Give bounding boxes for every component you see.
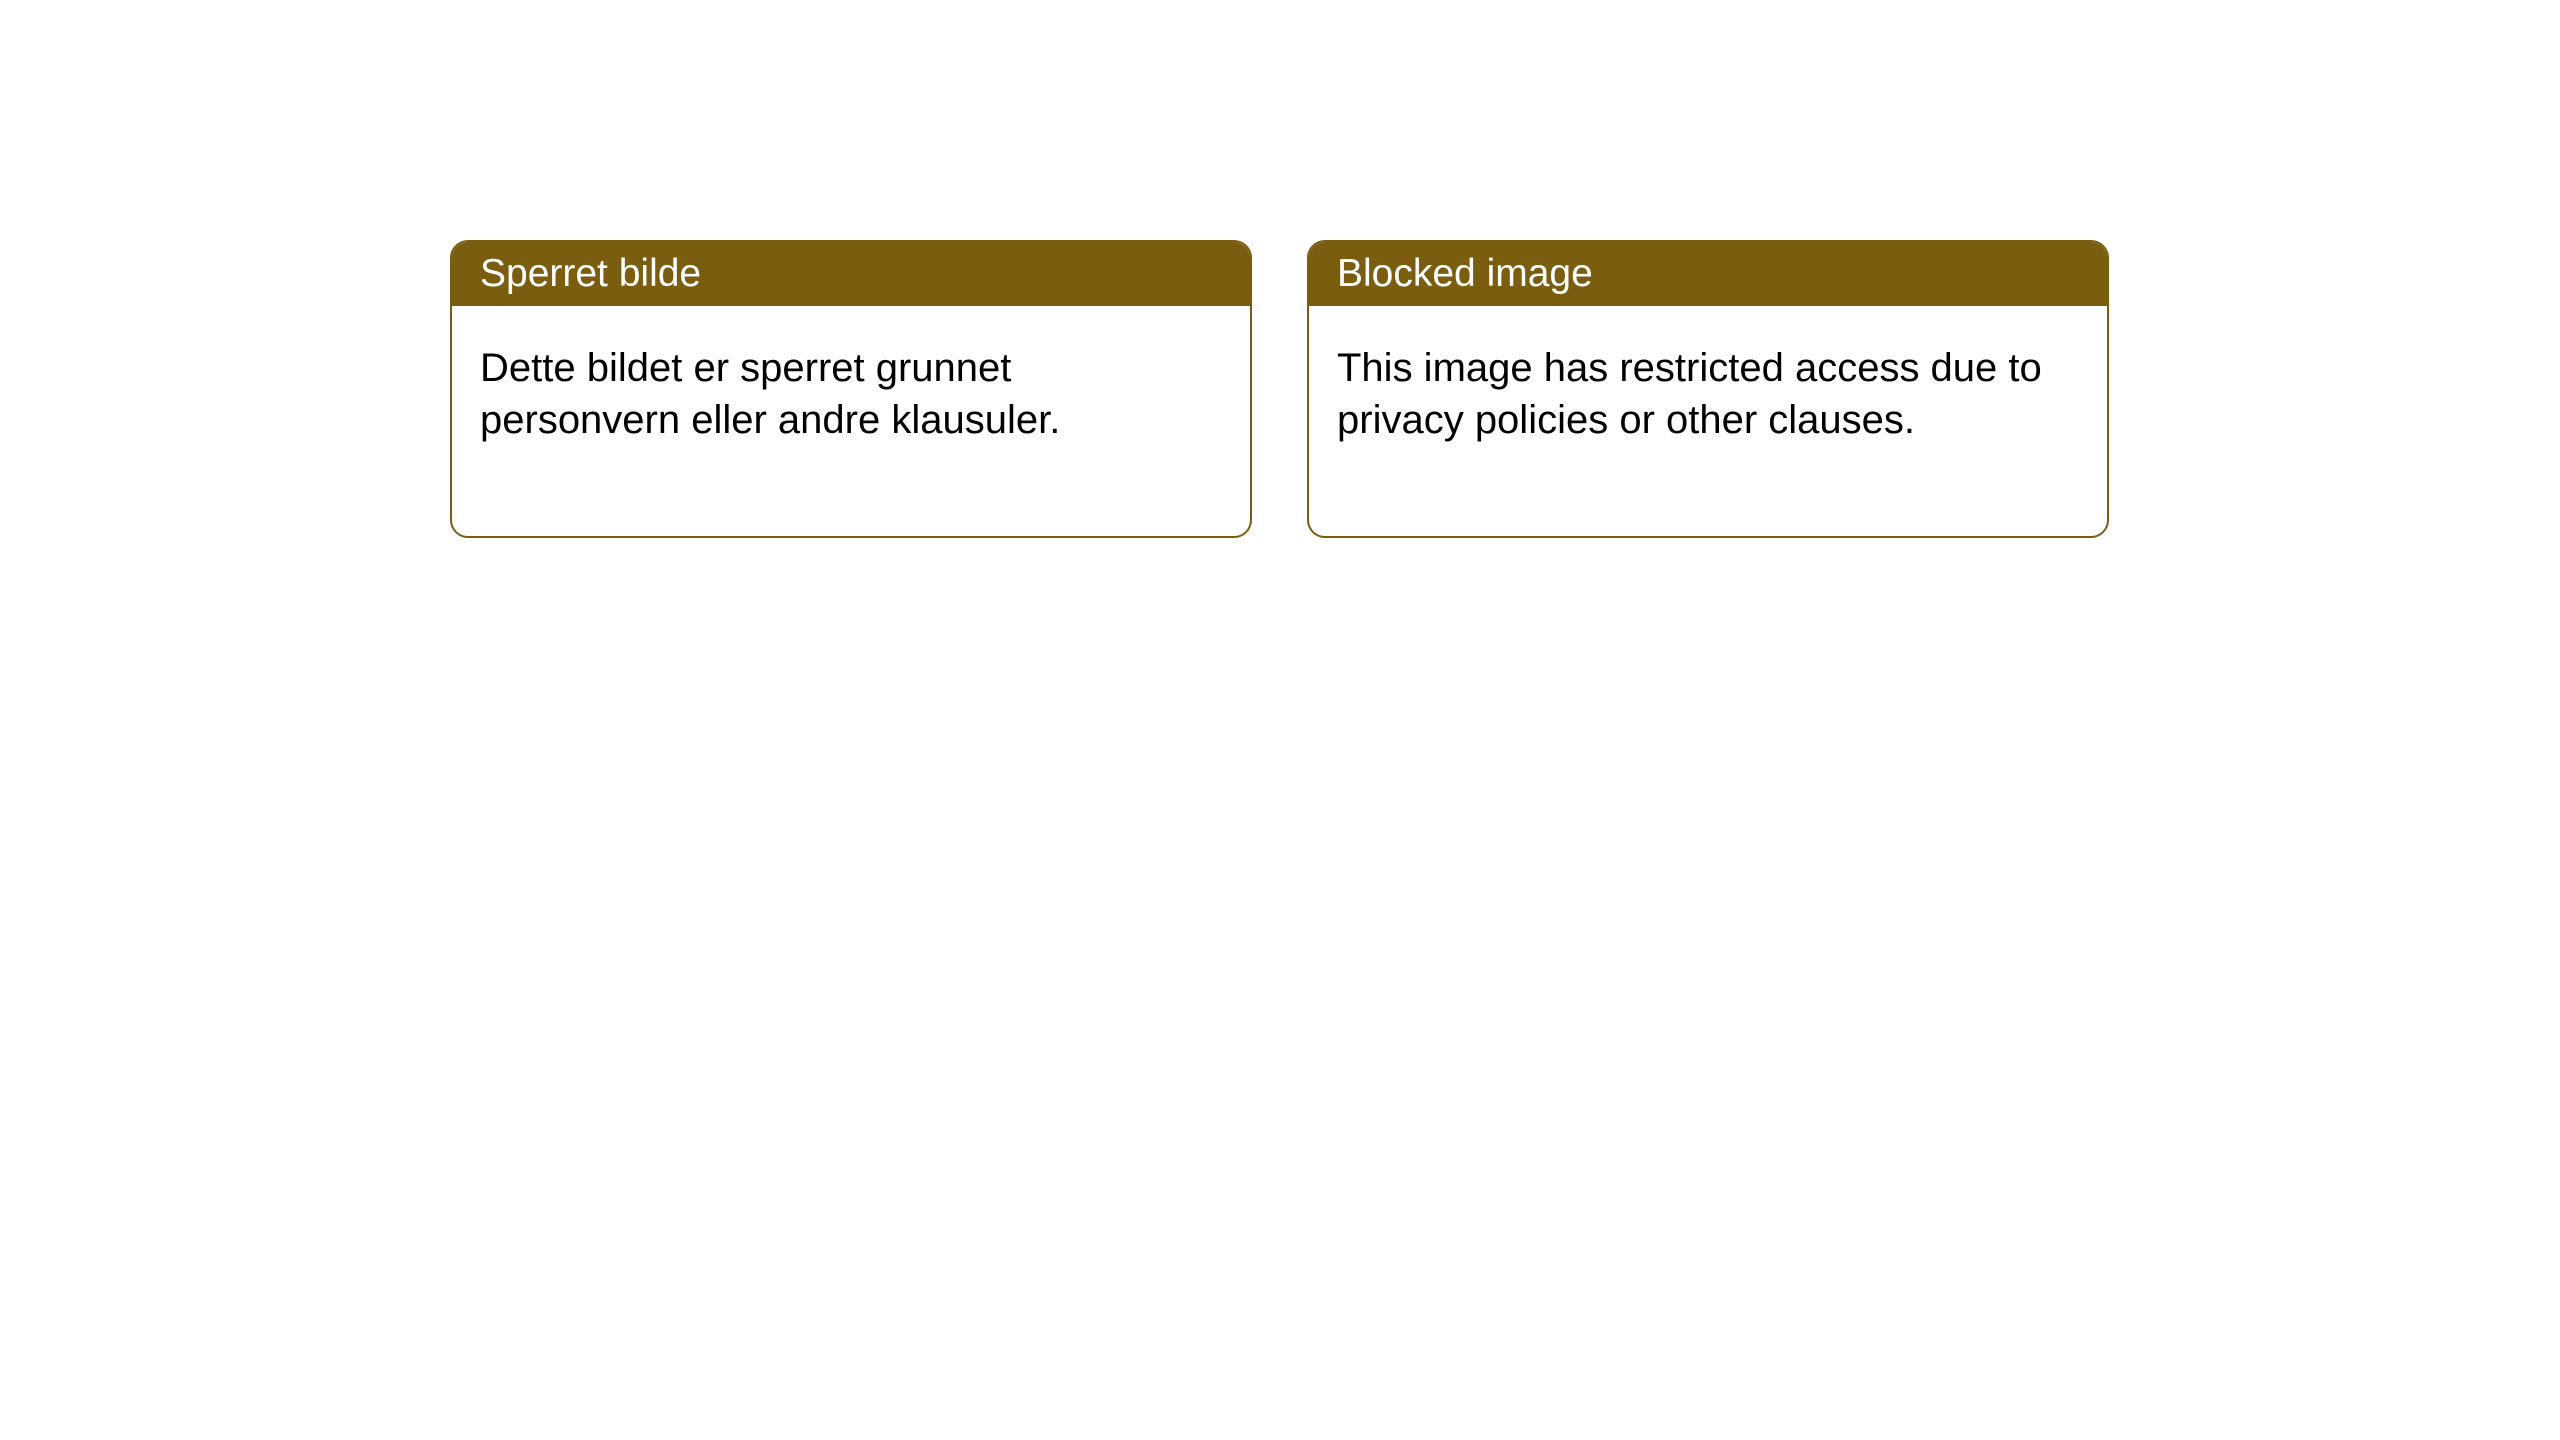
notice-box-norwegian: Sperret bilde Dette bildet er sperret gr…: [450, 240, 1252, 538]
notice-body: This image has restricted access due to …: [1309, 306, 2107, 536]
notice-header: Sperret bilde: [452, 242, 1250, 306]
notice-container: Sperret bilde Dette bildet er sperret gr…: [450, 240, 2109, 538]
notice-box-english: Blocked image This image has restricted …: [1307, 240, 2109, 538]
notice-body: Dette bildet er sperret grunnet personve…: [452, 306, 1250, 536]
notice-header: Blocked image: [1309, 242, 2107, 306]
